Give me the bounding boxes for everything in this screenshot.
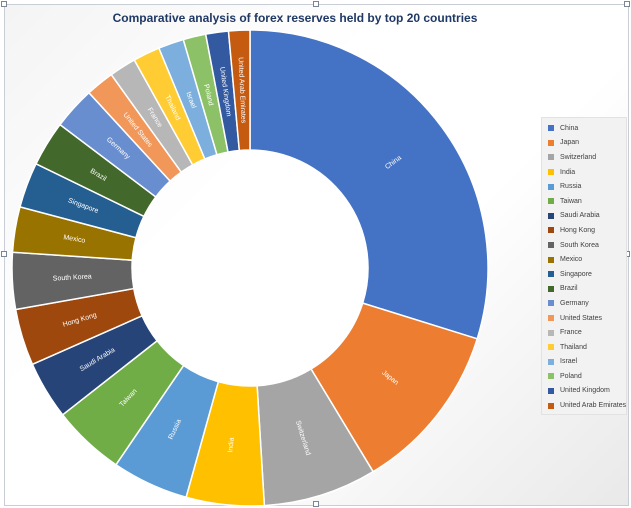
legend-label: United Kingdom: [560, 387, 610, 395]
legend-item-france[interactable]: France: [548, 325, 626, 340]
data-label-india: India: [227, 437, 236, 453]
slice-united-arab-emirates[interactable]: [227, 29, 251, 152]
legend-item-united-kingdom[interactable]: United Kingdom: [548, 384, 626, 399]
legend-item-poland[interactable]: Poland: [548, 369, 626, 384]
legend-label: Thailand: [560, 343, 587, 351]
legend-item-south-korea[interactable]: South Korea: [548, 238, 626, 253]
legend-swatch: [548, 154, 554, 161]
legend-swatch: [548, 125, 554, 132]
legend-swatch: [548, 183, 554, 190]
legend-swatch: [548, 212, 554, 219]
resize-handle-left[interactable]: [1, 251, 7, 257]
legend-item-germany[interactable]: Germany: [548, 296, 626, 311]
legend-label: Germany: [560, 299, 589, 307]
legend-item-taiwan[interactable]: Taiwan: [548, 194, 626, 209]
legend-swatch: [548, 227, 554, 234]
legend-item-brazil[interactable]: Brazil: [548, 282, 626, 297]
legend-item-thailand[interactable]: Thailand: [548, 340, 626, 355]
legend-item-singapore[interactable]: Singapore: [548, 267, 626, 282]
legend-item-switzerland[interactable]: Switzerland: [548, 150, 626, 165]
legend-item-saudi-arabia[interactable]: Saudi Arabia: [548, 209, 626, 224]
legend-label: South Korea: [560, 241, 599, 249]
legend-label: Japan: [560, 139, 580, 147]
legend-item-india[interactable]: India: [548, 165, 626, 180]
legend-label: Singapore: [560, 270, 592, 278]
legend-label: Saudi Arabia: [560, 212, 600, 220]
legend-label: Poland: [560, 372, 582, 380]
legend-swatch: [548, 139, 554, 146]
legend-item-japan[interactable]: Japan: [548, 136, 626, 151]
legend-swatch: [548, 373, 554, 380]
legend-label: Israel: [560, 358, 578, 366]
legend-label: United States: [560, 314, 603, 322]
slice-china[interactable]: [249, 29, 489, 340]
legend-item-israel[interactable]: Israel: [548, 355, 626, 370]
legend-swatch: [548, 285, 554, 292]
legend-item-russia[interactable]: Russia: [548, 179, 626, 194]
legend-label: Brazil: [560, 285, 578, 293]
legend-swatch: [548, 169, 554, 176]
legend-label: Taiwan: [560, 197, 582, 205]
chart-legend[interactable]: China Japan Switzerland India Russia Taiwan Sa…: [541, 117, 627, 415]
legend-label: France: [560, 329, 582, 337]
legend-swatch: [548, 344, 554, 351]
legend-swatch: [548, 198, 554, 205]
legend-swatch: [548, 358, 554, 365]
data-label-united-arab-emirates: United Arab Emirates: [237, 57, 247, 124]
legend-label: China: [560, 124, 579, 132]
resize-handle-top[interactable]: [313, 1, 319, 7]
legend-swatch: [548, 402, 554, 409]
legend-item-mexico[interactable]: Mexico: [548, 252, 626, 267]
legend-swatch: [548, 315, 554, 322]
legend-label: Mexico: [560, 256, 583, 264]
data-label-south-korea: South Korea: [53, 273, 92, 282]
legend-swatch: [548, 242, 554, 249]
chart-title[interactable]: Comparative analysis of forex reserves h…: [112, 11, 478, 25]
legend-item-united-arab-emirates[interactable]: United Arab Emirates: [548, 398, 626, 413]
legend-item-united-states[interactable]: United States: [548, 311, 626, 326]
legend-swatch: [548, 300, 554, 307]
legend-label: Russia: [560, 183, 582, 191]
legend-item-china[interactable]: China: [548, 121, 626, 136]
legend-swatch: [548, 387, 554, 394]
legend-label: Hong Kong: [560, 226, 596, 234]
legend-swatch: [548, 256, 554, 263]
legend-swatch: [548, 329, 554, 336]
legend-label: Switzerland: [560, 153, 597, 161]
data-label-mexico: Mexico: [63, 234, 86, 245]
resize-handle-bottom[interactable]: [313, 501, 319, 507]
resize-handle-top-right[interactable]: [624, 1, 630, 7]
legend-label: United Arab Emirates: [560, 402, 627, 410]
legend-swatch: [548, 271, 554, 278]
resize-handle-top-left[interactable]: [1, 1, 7, 7]
legend-item-hong-kong[interactable]: Hong Kong: [548, 223, 626, 238]
legend-label: India: [560, 168, 576, 176]
data-label-poland: Poland: [202, 84, 214, 107]
